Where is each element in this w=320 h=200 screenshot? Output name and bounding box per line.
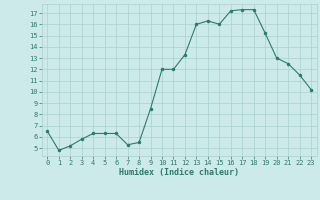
X-axis label: Humidex (Indice chaleur): Humidex (Indice chaleur): [119, 168, 239, 177]
